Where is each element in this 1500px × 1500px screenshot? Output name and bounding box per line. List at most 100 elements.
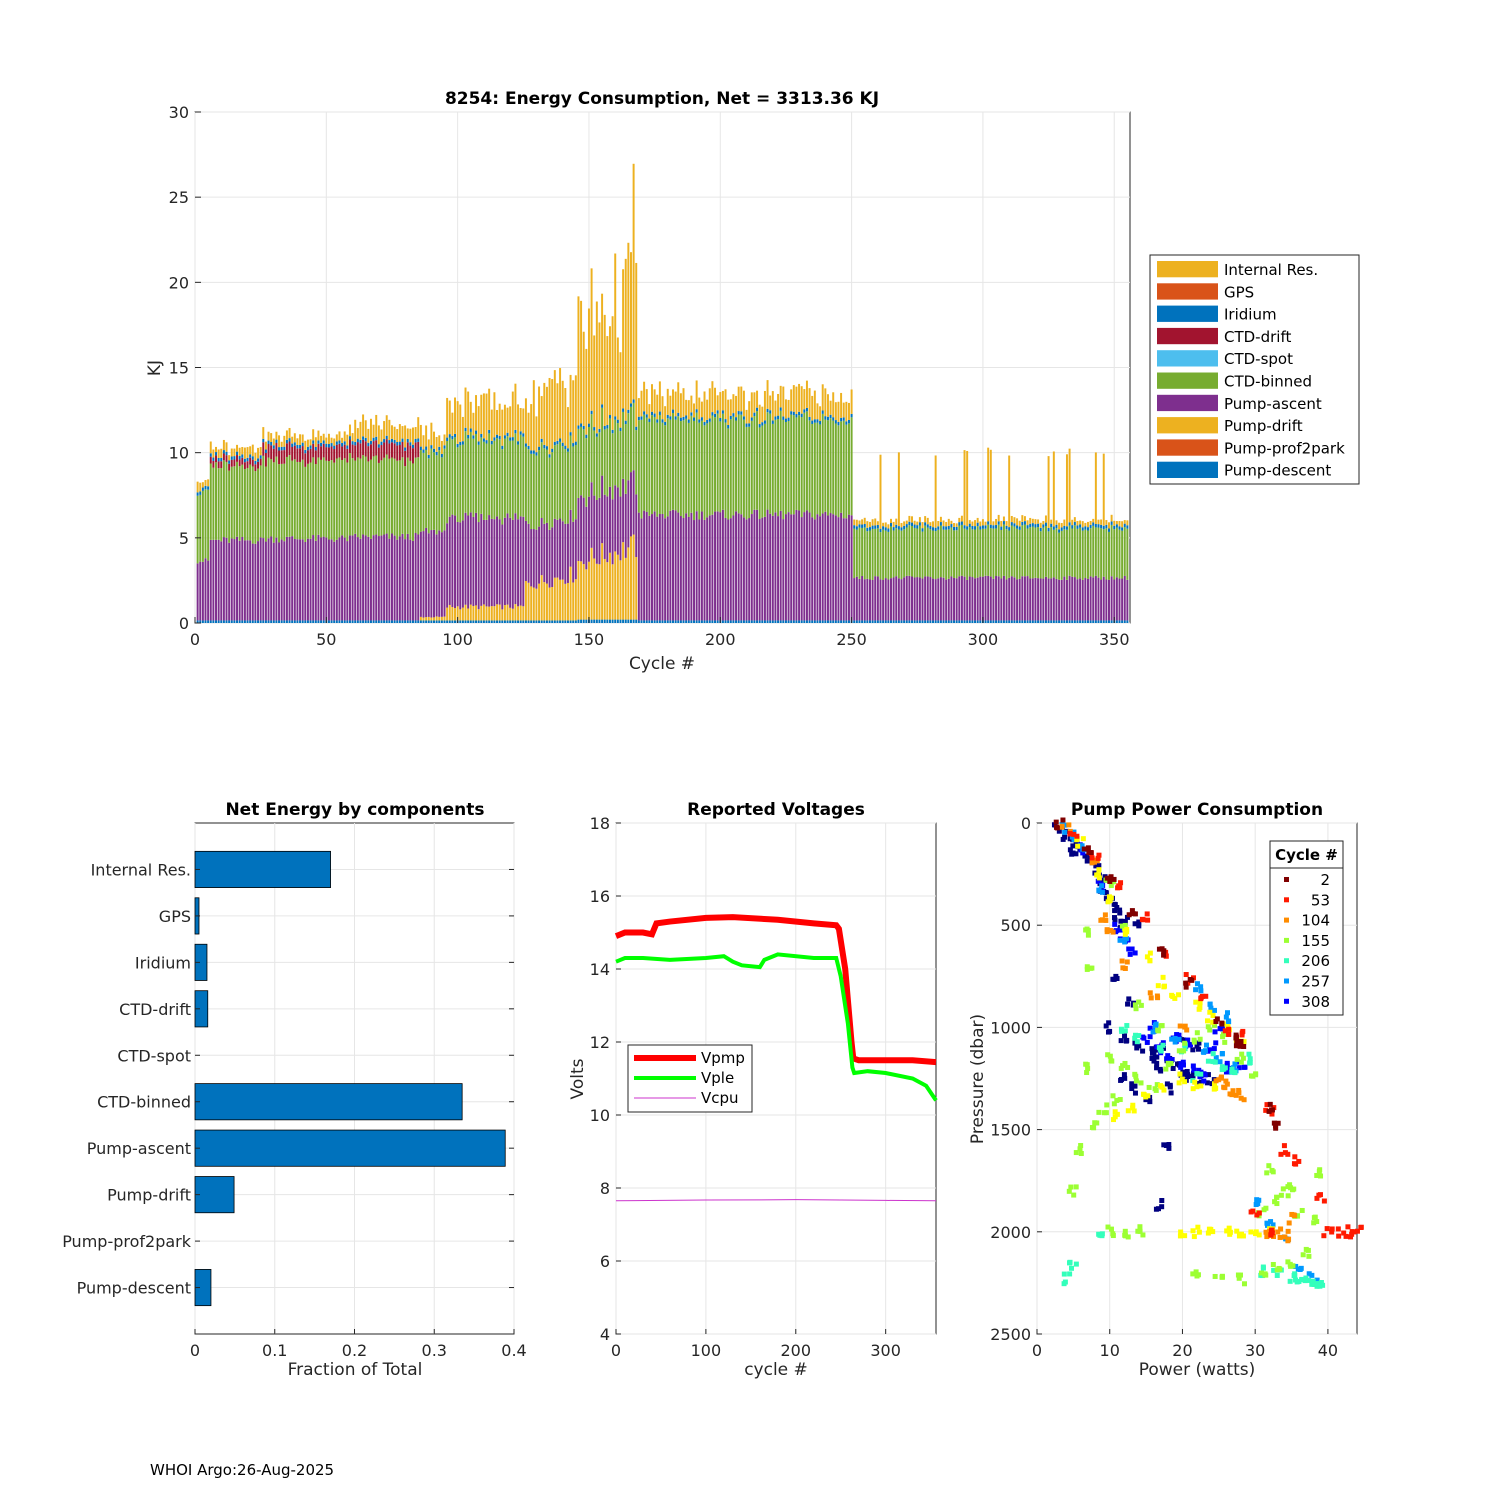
energy-bar-segment [632, 534, 635, 620]
energy-bar-segment [627, 242, 630, 410]
energy-bar-segment [1029, 527, 1032, 579]
energy-bar-segment [758, 620, 761, 623]
pump-power-point [1152, 1047, 1158, 1053]
pump-power-point [1178, 1229, 1184, 1235]
energy-bar-segment [661, 422, 664, 514]
energy-bar-segment [346, 620, 349, 623]
energy-bar-segment [440, 620, 443, 623]
energy-bar-segment [724, 419, 727, 423]
energy-bar-segment [343, 431, 346, 442]
energy-bar-segment [1065, 620, 1068, 623]
energy-bar-segment [230, 620, 233, 623]
energy-bar-segment [551, 620, 554, 623]
energy-bar-segment [593, 495, 596, 559]
energy-bar-segment [446, 397, 449, 438]
energy-bar-segment [422, 449, 425, 453]
energy-legend-swatch [1157, 283, 1218, 300]
energy-bar-segment [230, 448, 233, 457]
energy-bar-segment [288, 620, 291, 623]
energy-bar-segment [666, 516, 669, 621]
pump-power-point [1168, 1060, 1174, 1066]
energy-bar-segment [622, 269, 625, 409]
energy-bar-segment [693, 403, 696, 418]
energy-bar-segment [409, 428, 412, 443]
energy-bar-segment [858, 620, 861, 623]
energy-bar-segment [393, 535, 396, 621]
energy-bar-segment [212, 539, 215, 621]
energy-bar-segment [729, 620, 732, 623]
energy-bar-segment [440, 457, 443, 533]
pump-power-point [1104, 1102, 1110, 1108]
energy-bar-segment [257, 447, 260, 459]
energy-bar-segment [587, 496, 590, 562]
energy-bar-segment [519, 605, 522, 621]
energy-bar-segment [438, 446, 441, 451]
energy-bar-segment [974, 620, 977, 623]
energy-bar-segment [556, 383, 559, 441]
energy-bar-segment [974, 529, 977, 579]
energy-bar-segment [784, 421, 787, 515]
pump-power-point [1213, 1085, 1219, 1091]
pump-power-point [1147, 950, 1153, 956]
energy-bar-segment [1071, 528, 1074, 577]
pump-power-point [1099, 883, 1105, 889]
energy-bar-segment [412, 540, 414, 621]
energy-bar-segment [758, 519, 761, 621]
energy-bar-segment [658, 620, 661, 623]
energy-bar-segment [598, 322, 601, 429]
pump-power-point [1122, 1033, 1128, 1039]
energy-bar-segment [314, 540, 317, 621]
pump-power-point [1317, 1283, 1323, 1289]
energy-bar-segment [249, 457, 252, 465]
energy-bar-segment [330, 446, 333, 461]
energy-bar-segment [721, 410, 724, 414]
energy-bar-segment [677, 512, 680, 621]
energy-bar-segment [939, 577, 942, 621]
pump-legend-marker [1284, 897, 1289, 903]
pump-power-point [1191, 1234, 1197, 1240]
energy-bar-segment [501, 609, 504, 621]
energy-bar-segment [745, 426, 748, 520]
energy-bar-segment [635, 426, 638, 431]
energy-bar-segment [1008, 455, 1011, 528]
energy-bar-segment [1044, 522, 1047, 527]
energy-bar-segment [582, 564, 585, 620]
energy-bar-segment [1060, 527, 1063, 531]
pump-power-point [1106, 1020, 1112, 1026]
energy-bar-segment [430, 422, 433, 446]
pump-power-point [1140, 1048, 1146, 1054]
energy-bar-segment [782, 416, 785, 420]
energy-bar-segment [918, 577, 921, 621]
pump-power-point [1176, 1080, 1182, 1086]
energy-bar-segment [270, 441, 273, 446]
energy-bar-segment [1052, 451, 1055, 527]
energy-bar-segment [703, 519, 706, 621]
energy-bar-segment [262, 538, 265, 621]
energy-bar-segment [653, 620, 656, 623]
energy-bar-segment [619, 431, 622, 497]
energy-bar-segment [729, 518, 732, 621]
energy-bar-segment [1126, 520, 1129, 526]
energy-bar-segment [1065, 579, 1068, 621]
pump-power-point [1182, 1072, 1188, 1078]
energy-bar-segment [380, 535, 383, 621]
energy-bar-segment [995, 518, 998, 526]
pump-power-point [1314, 1277, 1320, 1283]
energy-bar-segment [1021, 515, 1024, 522]
pump-power-point [1108, 874, 1114, 880]
energy-bar-segment [346, 462, 349, 542]
energy-bar-segment [535, 588, 538, 621]
energy-bar-segment [1094, 575, 1097, 621]
energy-bar-segment [356, 438, 359, 443]
pump-power-point [1183, 980, 1189, 986]
energy-bar-segment [758, 427, 761, 520]
energy-bar-segment [1079, 524, 1082, 528]
pump-power-point [1306, 1277, 1312, 1283]
pump-power-point [1107, 898, 1113, 904]
pump-power-point [1205, 1024, 1211, 1030]
energy-bar-segment [351, 535, 354, 621]
energy-bar-segment [714, 413, 717, 418]
energy-bar-segment [706, 399, 709, 420]
energy-bar-segment [685, 399, 688, 416]
energy-bar-segment [1052, 577, 1055, 621]
